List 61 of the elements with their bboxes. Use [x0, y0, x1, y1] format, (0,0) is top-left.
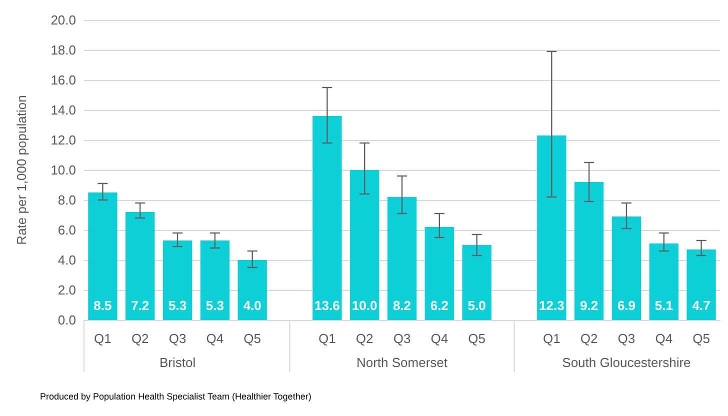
- y-tick-label: 8.0: [58, 192, 76, 208]
- bar: [238, 260, 267, 320]
- x-tick-label: Q3: [168, 331, 186, 346]
- y-tick-label: 12.0: [50, 132, 76, 148]
- y-tick-label: 20.0: [50, 12, 76, 28]
- x-tick-label: Q3: [393, 331, 411, 346]
- data-label: 5.0: [468, 298, 486, 313]
- text: North Somerset: [356, 355, 448, 370]
- bar: [387, 197, 417, 320]
- bar: [612, 216, 642, 320]
- data-label: 5.3: [168, 298, 187, 313]
- data-label: 6.9: [617, 298, 636, 313]
- x-tick-label: Q4: [206, 331, 224, 346]
- bar: [126, 212, 155, 320]
- x-tick-label: Q2: [356, 331, 374, 346]
- x-tick-label: Q5: [692, 331, 710, 346]
- y-tick-label: 18.0: [50, 42, 76, 58]
- bar: [200, 240, 230, 320]
- bar: [350, 170, 380, 320]
- bar: [462, 245, 492, 320]
- data-label: 9.2: [580, 298, 598, 313]
- y-tick-label: 0.0: [58, 312, 76, 328]
- bar: [88, 192, 118, 320]
- y-tick-label: 10.0: [50, 162, 76, 178]
- y-tick-label: 4.0: [58, 252, 76, 268]
- x-tick-label: Q2: [131, 331, 149, 346]
- x-tick-label: Q1: [542, 331, 560, 346]
- bar: [686, 250, 716, 320]
- data-label: 8.2: [392, 298, 412, 313]
- data-label: 10.0: [352, 298, 378, 313]
- x-tick-label: Q3: [618, 331, 636, 346]
- y-tick-label: 14.0: [50, 102, 76, 118]
- data-label: 4.0: [243, 298, 262, 313]
- y-axis-title: Rate per 1,000 population: [14, 95, 29, 245]
- bar: [162, 240, 192, 320]
- bar: [574, 182, 604, 320]
- x-tick-label: Q1: [94, 331, 112, 346]
- text: Produced by Population Health Specialist Team (Healthier Together): [40, 392, 312, 402]
- bar: [312, 116, 342, 320]
- y-tick-label: 2.0: [58, 282, 76, 298]
- data-label: 4.7: [692, 298, 710, 313]
- data-label: 6.2: [430, 298, 448, 313]
- bar: [537, 136, 566, 320]
- x-tick-label: Q5: [244, 331, 262, 346]
- text: South Gloucestershire: [562, 355, 691, 370]
- data-label: 5.3: [206, 298, 224, 313]
- y-tick-label: 16.0: [50, 72, 76, 88]
- x-tick-label: Q4: [655, 331, 673, 346]
- bar: [649, 244, 678, 320]
- data-label: 8.5: [94, 298, 112, 313]
- x-tick-label: Q4: [430, 331, 448, 346]
- data-label: 12.3: [538, 298, 564, 313]
- data-label: 13.6: [314, 298, 340, 313]
- data-label: 7.2: [131, 298, 150, 313]
- text: Bristol: [159, 355, 196, 370]
- y-tick-label: 6.0: [58, 222, 76, 238]
- bar: [424, 227, 454, 320]
- data-label: 5.1: [654, 298, 673, 313]
- x-tick-label: Q2: [580, 331, 598, 346]
- x-tick-label: Q5: [468, 331, 486, 346]
- x-tick-label: Q1: [318, 331, 336, 346]
